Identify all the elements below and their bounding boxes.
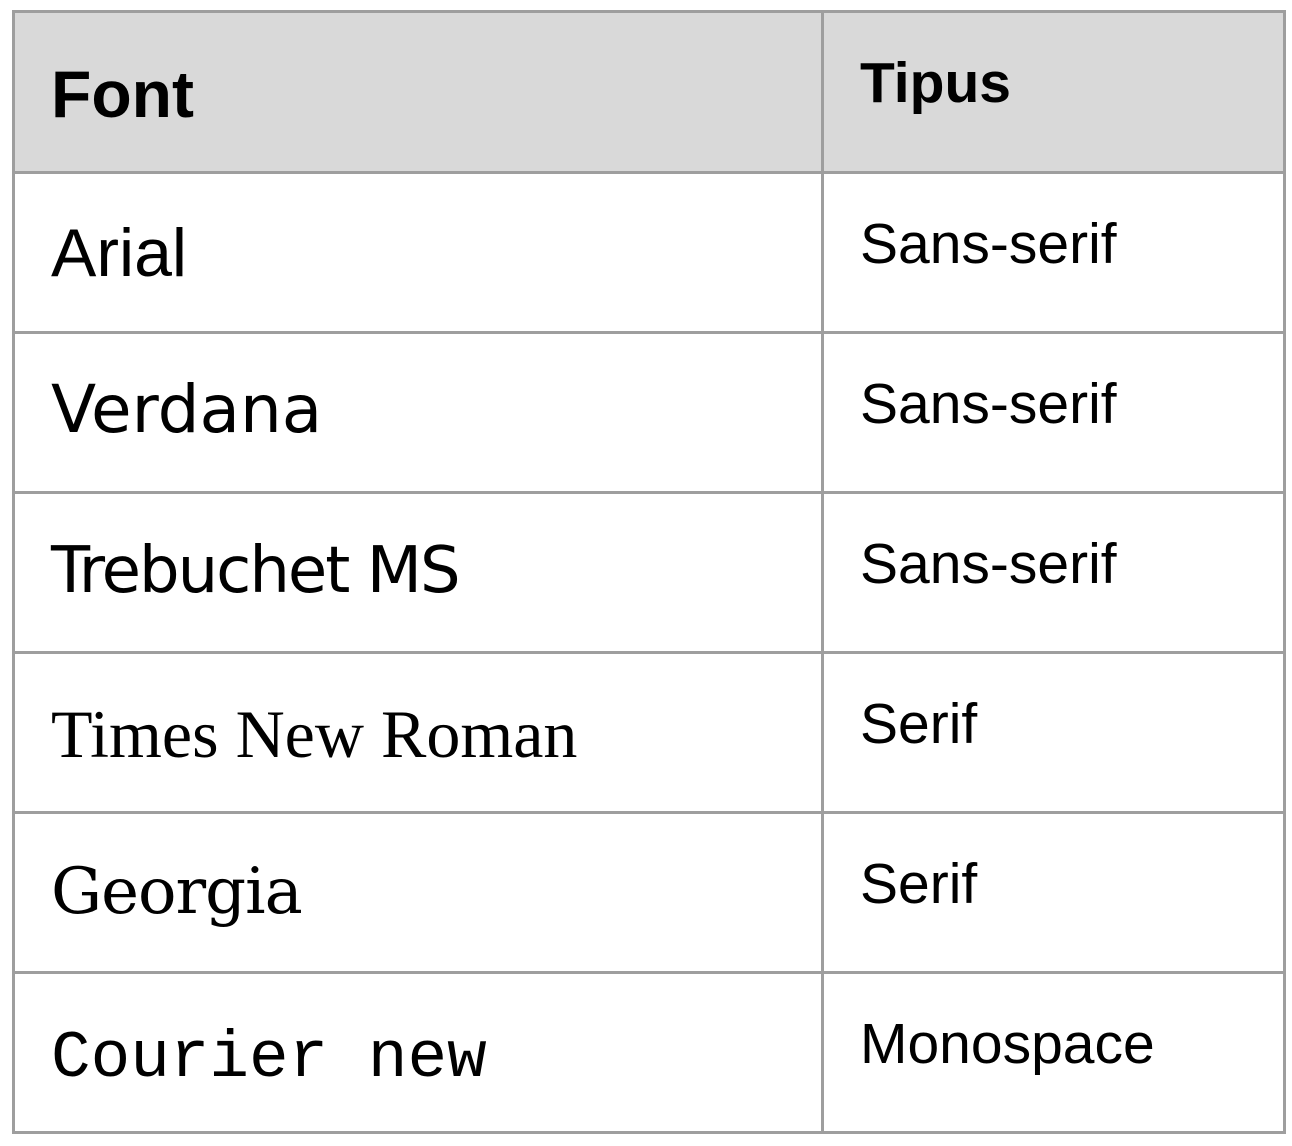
font-name-cell: Verdana xyxy=(12,331,824,494)
font-name-times: Times New Roman xyxy=(51,696,578,772)
font-type-cell: Monospace xyxy=(821,971,1286,1134)
table-row: Verdana Sans-serif xyxy=(12,331,1286,494)
table-row: Courier new Monospace xyxy=(12,971,1286,1134)
font-type-label: Serif xyxy=(860,852,978,916)
font-name-cell: Arial xyxy=(12,171,824,334)
table-row: Times New Roman Serif xyxy=(12,651,1286,814)
header-font-label: Font xyxy=(51,57,194,131)
font-type-label: Sans-serif xyxy=(860,212,1117,276)
font-name-verdana: Verdana xyxy=(51,371,323,448)
font-type-table: Font Tipus Arial Sans-serif Verdana Sans… xyxy=(12,10,1286,1134)
font-type-cell: Sans-serif xyxy=(821,331,1286,494)
table-header-row: Font Tipus xyxy=(12,10,1286,174)
font-type-label: Monospace xyxy=(860,1012,1155,1076)
font-name-courier: Courier new xyxy=(51,1021,487,1096)
table-row: Arial Sans-serif xyxy=(12,171,1286,334)
header-cell-type: Tipus xyxy=(821,10,1286,174)
font-name-trebuchet: Trebuchet MS xyxy=(51,534,461,608)
font-name-cell: Times New Roman xyxy=(12,651,824,814)
font-type-label: Sans-serif xyxy=(860,372,1117,436)
font-type-cell: Serif xyxy=(821,811,1286,974)
font-name-cell: Courier new xyxy=(12,971,824,1134)
font-type-cell: Sans-serif xyxy=(821,171,1286,334)
table-row: Georgia Serif xyxy=(12,811,1286,974)
font-name-cell: Trebuchet MS xyxy=(12,491,824,654)
font-type-cell: Serif xyxy=(821,651,1286,814)
font-type-cell: Sans-serif xyxy=(821,491,1286,654)
font-name-arial: Arial xyxy=(51,215,188,291)
header-type-label: Tipus xyxy=(860,51,1011,115)
table-row: Trebuchet MS Sans-serif xyxy=(12,491,1286,654)
font-name-cell: Georgia xyxy=(12,811,824,974)
font-name-georgia: Georgia xyxy=(51,855,303,929)
font-type-label: Serif xyxy=(860,692,978,756)
font-type-label: Sans-serif xyxy=(860,532,1117,596)
header-cell-font: Font xyxy=(12,10,824,174)
